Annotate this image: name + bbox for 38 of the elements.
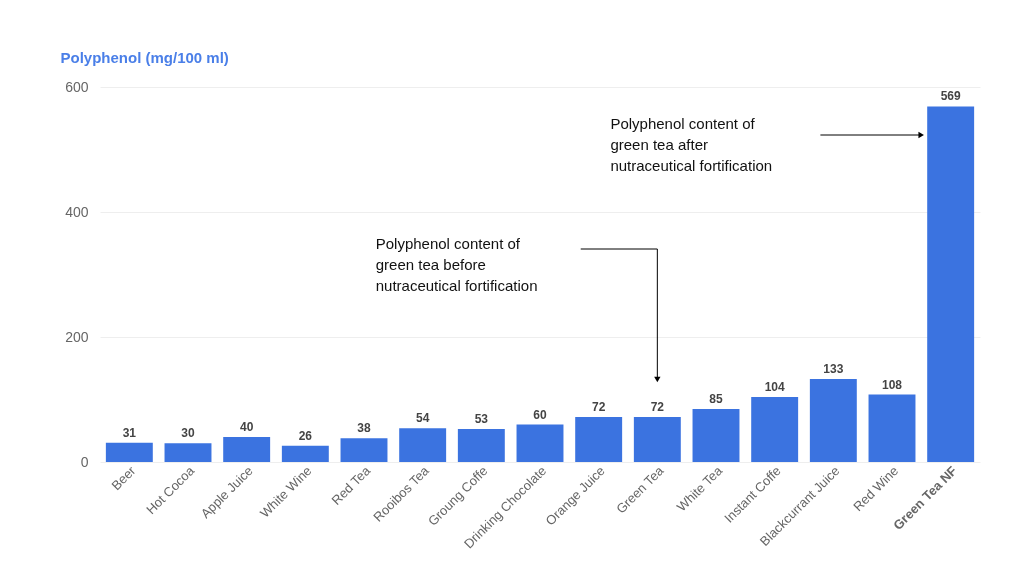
y-tick-label: 200: [65, 328, 89, 345]
data-label: 72: [650, 400, 665, 414]
data-label: 38: [357, 421, 371, 436]
bar: [927, 106, 975, 462]
data-label: 85: [709, 391, 723, 406]
bar: [809, 378, 857, 462]
data-label: 30: [181, 426, 195, 441]
y-tick-label: 0: [80, 453, 89, 470]
bar: [868, 394, 916, 462]
bar: [164, 443, 212, 462]
data-label: 569: [940, 89, 961, 104]
data-label: 104: [764, 380, 785, 394]
annotation: Polyphenol content of green tea before nutraceutical fortification: [375, 235, 538, 294]
data-label: 133: [823, 361, 844, 376]
bar: [751, 397, 799, 462]
bar: [223, 437, 271, 462]
data-label: 60: [533, 407, 547, 422]
bar: [692, 408, 740, 462]
data-label: 108: [881, 377, 903, 392]
bar: [575, 417, 623, 462]
bar: [516, 424, 564, 462]
bar: [457, 428, 505, 462]
y-tick-label: 600: [65, 78, 89, 95]
bar: [105, 442, 153, 462]
data-label: 40: [239, 420, 254, 434]
y-axis-title: Polyphenol (mg/100 ml): [60, 48, 229, 66]
data-label: 26: [298, 428, 313, 443]
bar: [633, 417, 681, 462]
data-label: 53: [474, 411, 489, 426]
data-label: 72: [591, 400, 606, 414]
data-label: 54: [415, 411, 430, 426]
data-label: 31: [122, 425, 137, 440]
bar: [340, 438, 388, 462]
annotation: Polyphenol content of green tea after nutraceutical fortification: [610, 115, 773, 174]
bar: [399, 428, 447, 462]
x-tick-label: Red Tea: [328, 462, 374, 508]
bar: [281, 445, 329, 462]
y-tick-label: 400: [65, 203, 89, 220]
